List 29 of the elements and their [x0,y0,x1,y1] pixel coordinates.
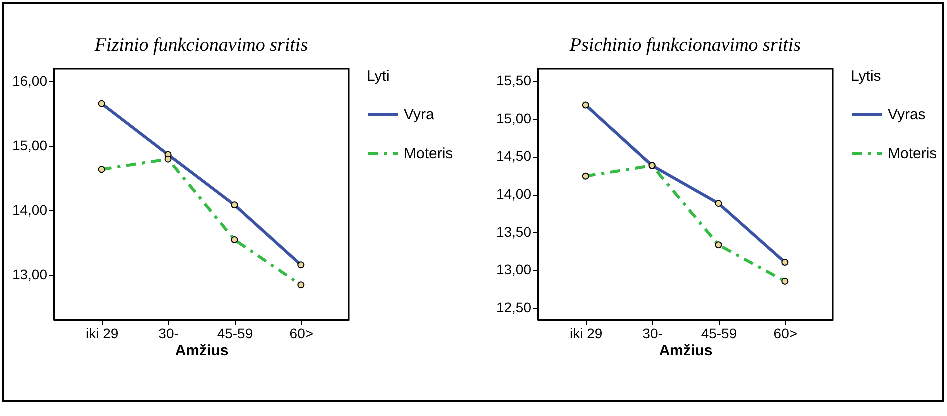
x-tick-label: 60> [290,326,314,342]
x-tick-label: iki 29 [86,326,119,342]
y-tick-label: 15,50 [496,72,532,89]
x-axis-title: Amžius [659,342,713,360]
legend-label: Moteris [404,146,454,162]
y-tick-label: 13,00 [496,262,532,278]
y-tick-label: 14,50 [496,148,532,164]
chart-title: Fizinio funkcionavimo sritis [94,35,308,56]
x-tick-label: 45-59 [217,326,254,342]
x-tick-label: 30- [158,326,180,342]
y-tick-label: 13,00 [12,266,48,282]
y-tick-label: 15,00 [496,110,532,126]
y-tick-label: 14,00 [12,202,48,218]
legend-label: Vyra [404,106,435,124]
chart-title: Psichinio funkcionavimo sritis [568,35,802,56]
y-tick-label: 16,00 [12,72,48,89]
y-tick-label: 15,00 [12,137,48,154]
y-tick-label: 14,00 [496,186,532,202]
legend-label: Moteris [888,146,938,162]
x-tick-label: iki 29 [570,326,603,342]
x-tick-label: 45-59 [701,326,738,342]
x-tick-label: 30- [642,326,664,342]
x-axis-title: Amžius [175,342,229,360]
legend-title: Lytis [851,68,882,85]
y-tick-label: 12,50 [496,299,532,316]
x-tick-label: 60> [774,326,798,342]
legend-label: Vyras [888,106,926,124]
y-tick-label: 13,50 [496,224,532,240]
legend-title: Lyti [367,68,390,85]
